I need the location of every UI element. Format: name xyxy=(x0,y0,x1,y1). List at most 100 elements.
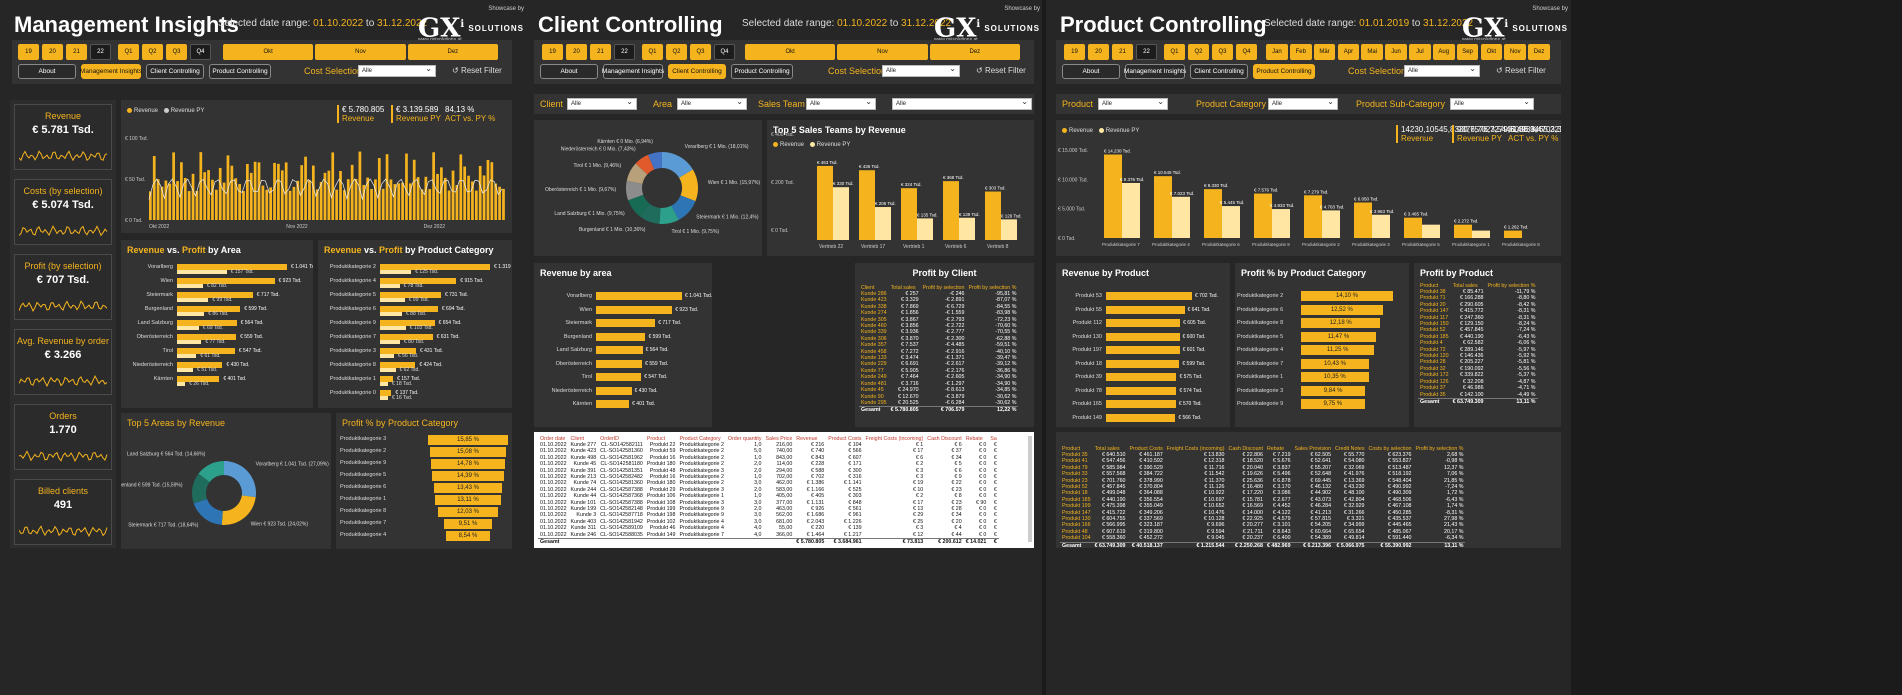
table-row[interactable]: 01.10.2022 Kunde 311 CL-SO142589109 Produkt… xyxy=(538,525,999,531)
table-row[interactable]: Kunde 339 € 3.936 -€ 2.777 -70,55 % xyxy=(859,329,1018,335)
table-row[interactable]: Kunde 77 € 5.905 -€ 2.176 -36,86 % xyxy=(859,368,1018,374)
table-row[interactable]: Kunde 338 € 7.869 -€ 6.729 -84,55 % xyxy=(859,304,1018,310)
column-header[interactable]: Total sales xyxy=(1452,283,1478,289)
nav-product-button[interactable]: Product Controlling xyxy=(209,64,271,79)
year-slicer-19[interactable]: 19 xyxy=(542,44,563,60)
month-slicer-2[interactable]: Dez xyxy=(407,44,498,60)
column-header[interactable]: Revenue xyxy=(796,436,818,442)
year-slicer-20[interactable]: 20 xyxy=(1088,44,1109,60)
column-header[interactable]: Profit by selection % xyxy=(968,285,1017,291)
area-filter-dropdown[interactable]: Alle xyxy=(677,97,747,110)
column-header[interactable]: Order date xyxy=(540,436,566,442)
quarter-slicer-Q2[interactable]: Q2 xyxy=(666,44,687,60)
column-header[interactable]: Profit by selection xyxy=(922,285,965,291)
column-header[interactable]: Credit Notes xyxy=(1335,446,1365,452)
table-row[interactable]: Produkt 28 € 205.227 -5,81 % xyxy=(1418,359,1538,365)
table-row[interactable]: 01.10.2022 Kunde 101 CL-SO142587388 Produkt… xyxy=(538,500,999,506)
quarter-slicer-Q4[interactable]: Q4 xyxy=(190,44,211,60)
nav-about-button[interactable]: About xyxy=(540,64,598,79)
month-slicer-2[interactable]: Dez xyxy=(929,44,1020,60)
table-row[interactable]: Produkt 104 € 558.360 € 452.272 € 9.045 € 20… xyxy=(1060,535,1465,542)
column-header[interactable]: Total sales xyxy=(890,285,916,291)
table-row[interactable]: Produkt 20 € 290.605 -8,42 % xyxy=(1418,302,1538,308)
month-slicer-0[interactable]: Okt xyxy=(223,44,314,60)
quarter-slicer-Q1[interactable]: Q1 xyxy=(1164,44,1185,60)
reset-filter-button[interactable]: ↺ Reset Filter xyxy=(976,66,1026,75)
month-slicer-3[interactable]: Apr xyxy=(1337,44,1360,60)
table-row[interactable]: 01.10.2022 Kunde 403 CL-SO142581942 Produkt… xyxy=(538,519,999,525)
table-row[interactable]: 01.10.2022 Kunde 246 CL-SO142588035 Produkt… xyxy=(538,532,999,539)
table-row[interactable]: Kunde 295 € 20.525 -€ 6.284 -30,62 % xyxy=(859,400,1018,407)
table-row[interactable]: Produkt 172 € 339.822 -5,37 % xyxy=(1418,372,1538,378)
column-header[interactable]: Product Category xyxy=(679,436,721,442)
table-row[interactable]: Kunde 458 € 7.272 -€ 2.916 -40,10 % xyxy=(859,349,1018,355)
month-slicer-0[interactable]: Okt xyxy=(745,44,836,60)
table-row[interactable]: Produkt 52 € 457.845 -7,24 % xyxy=(1418,327,1538,333)
month-slicer-7[interactable]: Aug xyxy=(1432,44,1455,60)
table-row[interactable]: 01.10.2022 Kunde 199 CL-SO142582148 Produkt… xyxy=(538,506,999,512)
month-slicer-4[interactable]: Mai xyxy=(1361,44,1384,60)
column-header[interactable]: Profit by selection % xyxy=(1415,446,1464,452)
extra-filter-dropdown[interactable]: Alle xyxy=(892,97,1032,110)
nav-client-button[interactable]: Client Controlling xyxy=(146,64,204,79)
table-row[interactable]: Produkt 147 € 415.722 € 349.206 € 10.476 € 1… xyxy=(1060,510,1465,516)
column-header[interactable]: Cash Discount xyxy=(927,436,962,442)
quarter-slicer-Q3[interactable]: Q3 xyxy=(166,44,187,60)
year-slicer-21[interactable]: 21 xyxy=(66,44,87,60)
column-header[interactable]: Sales Provision xyxy=(1294,446,1332,452)
table-row[interactable]: Produkt 150 € 129.150 -8,24 % xyxy=(1418,321,1538,327)
table-row[interactable]: 01.10.2022 Kunde 244 CL-SO142587388 Produkt… xyxy=(538,487,999,493)
month-slicer-1[interactable]: Nov xyxy=(315,44,406,60)
nav-management-button[interactable]: Management Insights xyxy=(80,64,142,79)
table-row[interactable]: Kunde 481 € 3.716 -€ 1.297 -34,90 % xyxy=(859,381,1018,387)
nav-about-button[interactable]: About xyxy=(18,64,76,79)
table-row[interactable]: 01.10.2022 Kunde 74 CL-SO142581360 Produkt … xyxy=(538,480,999,486)
year-slicer-20[interactable]: 20 xyxy=(42,44,63,60)
year-slicer-22[interactable]: 22 xyxy=(614,44,635,60)
table-row[interactable]: Produkt 18 € 499.048 € 364.088 € 10.922 € 17… xyxy=(1060,490,1465,496)
column-header[interactable]: Product xyxy=(1420,283,1439,289)
column-header[interactable]: Freight Costs (incoming) xyxy=(865,436,924,442)
table-row[interactable]: Kunde 460 € 3.856 -€ 2.722 -70,60 % xyxy=(859,323,1018,329)
table-row[interactable]: Produkt 120 € 146.436 -5,92 % xyxy=(1418,353,1538,359)
cost-selection-dropdown[interactable]: Alle xyxy=(882,64,960,77)
month-slicer-6[interactable]: Jul xyxy=(1409,44,1431,60)
column-header[interactable]: Total sales xyxy=(1094,446,1120,452)
column-header[interactable]: OrderID xyxy=(600,436,619,442)
table-row[interactable]: Produkt 130 € 604.755 € 337.569 € 10.128 € 2… xyxy=(1060,516,1465,522)
year-slicer-22[interactable]: 22 xyxy=(90,44,111,60)
column-header[interactable]: Sales Price xyxy=(765,436,793,442)
quarter-slicer-Q1[interactable]: Q1 xyxy=(118,44,139,60)
table-row[interactable]: 01.10.2022 Kunde 391 CL-SO142581351 Produkt… xyxy=(538,468,999,474)
table-row[interactable]: Produkt 23 € 701.760 € 378.990 € 11.370 € 25… xyxy=(1060,478,1465,484)
nav-about-button[interactable]: About xyxy=(1062,64,1120,79)
table-row[interactable]: Produkt 71 € 166.288 -8,80 % xyxy=(1418,295,1538,301)
month-slicer-11[interactable]: Dez xyxy=(1528,44,1550,60)
month-slicer-8[interactable]: Sep xyxy=(1456,44,1479,60)
table-row[interactable]: Kunde 133 € 3.474 -€ 1.371 -39,47 % xyxy=(859,355,1018,361)
table-row[interactable]: Produkt 185 € 440.190 -6,43 % xyxy=(1418,334,1538,340)
table-row[interactable]: 01.10.2022 Kunde 213 CL-SO142582482 Produkt… xyxy=(538,474,999,480)
table-row[interactable]: Kunde 249 € 7.464 -€ 2.605 -34,90 % xyxy=(859,374,1018,380)
table-row[interactable]: Produkt 38 € 85.471 -11,79 % xyxy=(1418,289,1538,295)
table-row[interactable]: Produkt 117 € 247.360 -8,31 % xyxy=(1418,315,1538,321)
column-header[interactable]: Cash Discount xyxy=(1228,446,1263,452)
column-header[interactable]: Costs by selection xyxy=(1368,446,1412,452)
year-slicer-19[interactable]: 19 xyxy=(18,44,39,60)
table-row[interactable]: 01.10.2022 Kunde 423 CL-SO142581360 Produkt… xyxy=(538,448,999,454)
table-row[interactable]: Produkt 32 € 190.092 -5,56 % xyxy=(1418,366,1538,372)
table-row[interactable]: 01.10.2022 Kunde 3 CL-SO142587718 Produkt 1… xyxy=(538,512,999,518)
table-row[interactable]: Produkt 37 € 46.986 -4,71 % xyxy=(1418,385,1538,391)
client-filter-dropdown[interactable]: Alle xyxy=(567,97,637,110)
table-row[interactable]: 01.10.2022 Kunde 277 CL-SO142582111 Produkt… xyxy=(538,442,999,448)
month-slicer-5[interactable]: Jun xyxy=(1385,44,1407,60)
table-row[interactable]: Kunde 286 € 257 -€ 246 -95,81 % xyxy=(859,291,1018,297)
month-slicer-2[interactable]: Mär xyxy=(1313,44,1336,60)
product-filter-dropdown[interactable]: Alle xyxy=(1098,97,1168,110)
table-row[interactable]: Produkt 41 € 547.456 € 410.592 € 12.318 € 18… xyxy=(1060,458,1465,464)
cost-selection-dropdown[interactable]: Alle xyxy=(1404,64,1480,77)
column-header[interactable]: Rebate xyxy=(965,436,983,442)
nav-management-button[interactable]: Management Insights xyxy=(1124,64,1186,79)
quarter-slicer-Q3[interactable]: Q3 xyxy=(1212,44,1233,60)
table-row[interactable]: 01.10.2022 Kunde 498 CL-SO142581962 Produkt… xyxy=(538,455,999,461)
